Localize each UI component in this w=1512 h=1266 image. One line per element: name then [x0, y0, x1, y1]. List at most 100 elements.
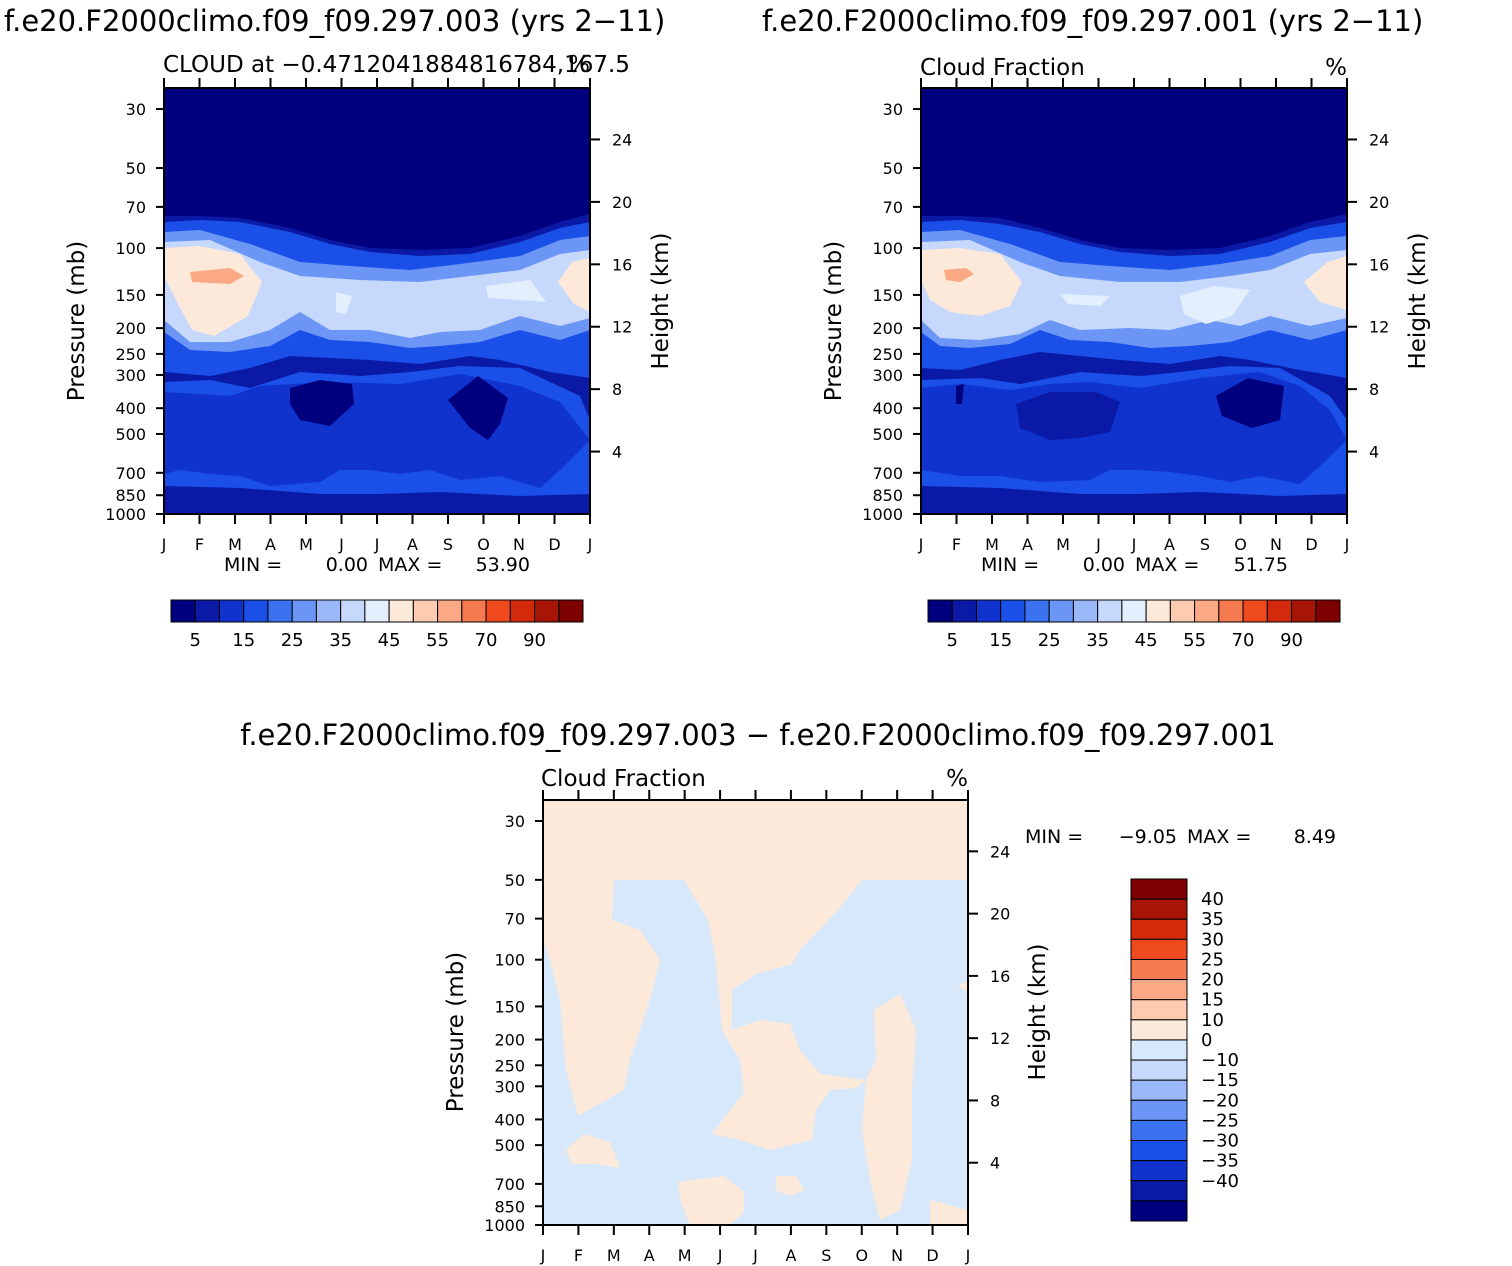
- colorbar-swatch: [437, 599, 463, 623]
- y2-tick-label: 16: [612, 255, 632, 274]
- colorbar-label: 35: [1086, 630, 1109, 651]
- y-tick-label: 50: [126, 159, 146, 178]
- y-tick-label: 500: [115, 425, 146, 444]
- x-tick-label: N: [513, 535, 525, 554]
- title-case003: f.e20.F2000climo.f09_f09.297.003 (yrs 2−…: [4, 4, 665, 38]
- title-difference: f.e20.F2000climo.f09_f09.297.003 − f.e20…: [240, 718, 1276, 752]
- y2-tick-label: 24: [990, 842, 1010, 861]
- colorbar-label: −35: [1201, 1151, 1239, 1172]
- axis-ticks: J F M A M J J A S O N D J 30 50 70 100 150 200 250 300 400 500…: [484, 790, 1010, 1265]
- contour-field: [543, 800, 968, 1225]
- x-tick-label: O: [477, 535, 490, 554]
- y-tick-label: 300: [494, 1077, 525, 1096]
- y-tick-label: 200: [115, 319, 146, 338]
- contour-field: [164, 88, 590, 514]
- y-tick-label: 100: [115, 239, 146, 258]
- colorbar-swatch: [1048, 599, 1074, 623]
- panel-subtitle-left: Cloud Fraction: [541, 766, 706, 792]
- contour-band-pos-b: [862, 994, 916, 1220]
- x-tick-label: J: [1095, 535, 1101, 554]
- contour-band-top: [921, 88, 1347, 250]
- contour-band-5b: [1216, 378, 1284, 428]
- contour-band-pos-c: [566, 1134, 620, 1168]
- y2-tick-label: 4: [990, 1154, 1000, 1173]
- y-tick-label: 250: [872, 345, 903, 364]
- colorbar-swatch: [1130, 898, 1188, 920]
- stats-max-label: MAX =: [378, 554, 442, 576]
- colorbar-swatch: [1145, 599, 1171, 623]
- colorbar-swatch: [1024, 599, 1050, 623]
- y-tick-label: 300: [115, 366, 146, 385]
- colorbar-swatch: [1218, 599, 1244, 623]
- panel-units: %: [568, 52, 590, 78]
- y-tick-label: 850: [494, 1197, 525, 1216]
- y-tick-label: 30: [505, 812, 525, 831]
- colorbar-swatch: [1130, 878, 1188, 900]
- colorbar-swatch: [412, 599, 439, 623]
- x-tick-label: J: [587, 535, 593, 554]
- contour-band-45: [921, 248, 1022, 316]
- y-tick-label: 150: [872, 286, 903, 305]
- y-tick-label: 700: [115, 464, 146, 483]
- x-tick-label: F: [195, 535, 204, 554]
- colorbar-swatch: [194, 599, 220, 623]
- colorbar-swatch: [951, 599, 977, 623]
- colorbar-swatch: [1130, 1079, 1188, 1101]
- x-tick-label: A: [1022, 535, 1033, 554]
- colorbar-swatch: [1130, 1059, 1188, 1081]
- y-tick-label: 30: [126, 100, 146, 119]
- x-tick-label: J: [717, 1246, 723, 1265]
- stats-min-value: 0.00: [1083, 554, 1125, 576]
- y2-tick-label: 12: [990, 1029, 1010, 1048]
- y-tick-label: 1000: [105, 505, 146, 524]
- x-tick-label: A: [644, 1246, 655, 1265]
- stats-max-label: MAX =: [1135, 554, 1199, 576]
- x-tick-label: M: [678, 1246, 692, 1265]
- colorbar-swatch: [1130, 1200, 1188, 1222]
- contour-band-45-dec: [558, 258, 590, 312]
- contour-band-40b: [1060, 294, 1110, 306]
- contour-band-10: [164, 486, 590, 514]
- x-tick-label: O: [855, 1246, 868, 1265]
- x-tick-label: J: [338, 535, 344, 554]
- y-tick-label: 100: [494, 951, 525, 970]
- x-tick-label: M: [228, 535, 242, 554]
- colorbar-label: 90: [523, 630, 546, 651]
- colorbar-swatch: [975, 599, 1002, 623]
- colorbar-label: 35: [329, 630, 352, 651]
- colorbar-label: −10: [1201, 1050, 1239, 1071]
- y-tick-label: 250: [494, 1056, 525, 1075]
- y-tick-label: 1000: [484, 1216, 525, 1235]
- colorbar-swatch: [1072, 599, 1099, 623]
- colorbar-label: 25: [1201, 949, 1224, 970]
- colorbar-swatch: [534, 599, 560, 623]
- x-tick-label: A: [1164, 535, 1175, 554]
- y2-tick-label: 4: [612, 443, 622, 462]
- colorbar-swatch: [1121, 599, 1147, 623]
- colorbar-swatch: [558, 599, 584, 623]
- colorbar-swatch: [1130, 938, 1188, 960]
- stats-max-value: 51.75: [1234, 554, 1288, 576]
- colorbar-label: −30: [1201, 1131, 1239, 1152]
- colorbar-swatch: [1130, 999, 1188, 1021]
- colorbar-label: −40: [1201, 1171, 1239, 1192]
- y2-tick-label: 24: [612, 130, 632, 149]
- x-tick-label: J: [374, 535, 380, 554]
- panel-units: %: [946, 766, 968, 792]
- contour-band-pos-g: [958, 980, 968, 992]
- contour-band-5a: [956, 384, 964, 404]
- x-tick-label: F: [574, 1246, 583, 1265]
- ylabel-pressure: Pressure (mb): [443, 952, 469, 1112]
- x-tick-label: A: [265, 535, 276, 554]
- x-tick-label: M: [607, 1246, 621, 1265]
- y2-tick-label: 12: [1369, 318, 1389, 337]
- y-tick-label: 1000: [862, 505, 903, 524]
- y2-tick-label: 24: [1369, 130, 1389, 149]
- y-tick-label: 30: [883, 100, 903, 119]
- colorbar-label: 30: [1201, 929, 1224, 950]
- x-tick-label: O: [1234, 535, 1247, 554]
- colorbar-label: 70: [1232, 630, 1255, 651]
- x-tick-label: N: [891, 1246, 903, 1265]
- colorbar-swatch: [364, 599, 390, 623]
